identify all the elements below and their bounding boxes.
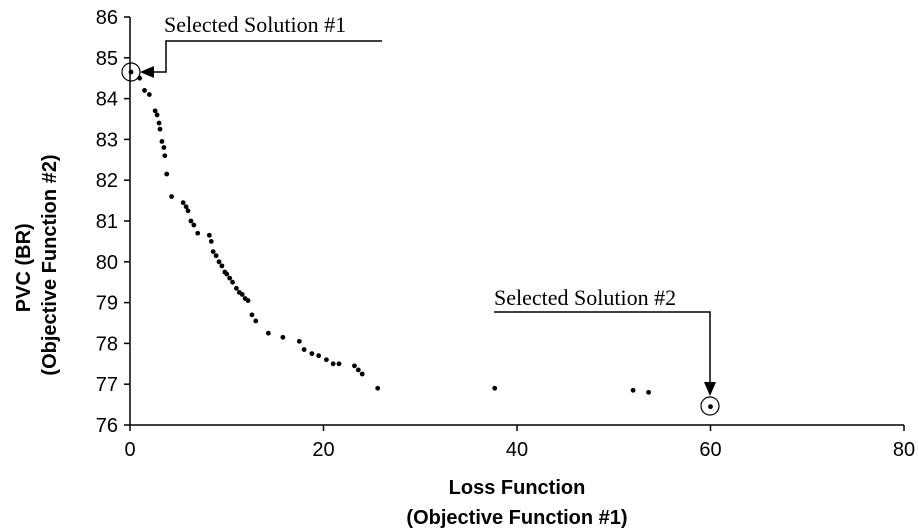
data-point	[239, 292, 245, 297]
y-axis-title-line-1: PVC (BR)	[13, 223, 35, 312]
y-axis-title: PVC (BR) (Objective Function #2)	[13, 154, 61, 375]
data-point	[230, 279, 235, 285]
y-tick-label: 81	[96, 211, 118, 233]
data-point	[352, 363, 357, 369]
data-point	[355, 367, 361, 373]
data-point	[249, 312, 255, 318]
data-point	[157, 126, 163, 132]
y-tick-group: 76 77 78 79 80 81 82 83 84 85 86	[96, 7, 130, 437]
y-tick-label: 76	[96, 415, 118, 437]
data-point	[169, 194, 175, 199]
data-point	[253, 318, 259, 324]
data-point	[309, 351, 315, 356]
arrowhead-2	[704, 382, 716, 396]
data-point	[375, 385, 381, 391]
data-point	[208, 239, 214, 244]
y-tick-label: 84	[96, 89, 118, 111]
data-point	[336, 361, 342, 367]
data-point	[296, 338, 302, 344]
annotation-leader-1	[153, 40, 382, 73]
annotation-label-1: Selected Solution #1	[164, 12, 346, 37]
data-point	[234, 285, 239, 291]
data-point	[185, 208, 191, 214]
y-tick-label: 79	[96, 293, 118, 315]
data-point	[128, 69, 134, 75]
data-point	[280, 334, 286, 340]
data-point	[216, 259, 222, 265]
data-point	[206, 232, 212, 238]
data-point	[161, 145, 167, 150]
x-axis-title-line-1: Loss Function	[449, 477, 586, 499]
data-point	[492, 385, 498, 391]
annotation-selected-solution-1: Selected Solution #1	[121, 12, 382, 82]
data-point	[227, 275, 233, 281]
data-point	[324, 357, 329, 363]
data-point	[152, 108, 158, 114]
y-tick-label: 82	[96, 170, 118, 192]
highlight-ring-solution-2	[700, 396, 720, 416]
data-points	[128, 69, 713, 410]
y-tick-label: 80	[96, 252, 118, 274]
y-tick-label: 83	[96, 129, 118, 151]
data-point	[330, 361, 336, 367]
annotation-leader-2	[494, 311, 711, 383]
data-point	[180, 200, 186, 206]
data-point	[359, 371, 365, 377]
data-point	[154, 112, 160, 118]
data-point	[301, 347, 307, 352]
data-point	[195, 230, 201, 236]
data-point	[162, 153, 168, 159]
x-tick-group: 0 20 40 60 80	[124, 425, 915, 461]
data-point	[245, 298, 251, 303]
data-point	[224, 271, 230, 277]
annotation-label-2: Selected Solution #2	[494, 285, 676, 310]
data-point	[159, 139, 165, 144]
data-point	[188, 218, 194, 224]
data-point	[191, 222, 197, 228]
y-tick-label: 77	[96, 374, 118, 396]
data-point	[183, 204, 189, 210]
y-tick-label: 78	[96, 333, 118, 355]
x-tick-label: 60	[699, 439, 721, 461]
data-point	[213, 253, 219, 259]
data-point	[156, 120, 162, 126]
data-point	[142, 88, 147, 93]
data-point	[646, 389, 651, 395]
data-point	[316, 353, 322, 359]
data-point	[219, 263, 225, 269]
data-point	[265, 330, 271, 336]
data-point	[708, 404, 713, 410]
data-point	[146, 92, 152, 97]
y-tick-label: 85	[96, 48, 118, 70]
x-axis-title-line-2: (Objective Function #1)	[406, 507, 627, 529]
y-tick-label: 86	[96, 7, 118, 29]
y-axis-title-line-2: (Objective Function #2)	[39, 154, 61, 375]
arrowhead-1	[140, 66, 154, 78]
x-tick-label: 40	[506, 439, 528, 461]
x-tick-label: 20	[312, 439, 334, 461]
data-point	[164, 171, 170, 177]
x-tick-label: 80	[893, 439, 915, 461]
data-point	[630, 387, 636, 393]
annotation-selected-solution-2: Selected Solution #2	[494, 285, 720, 416]
data-point	[210, 249, 216, 255]
x-tick-label: 0	[124, 439, 135, 461]
